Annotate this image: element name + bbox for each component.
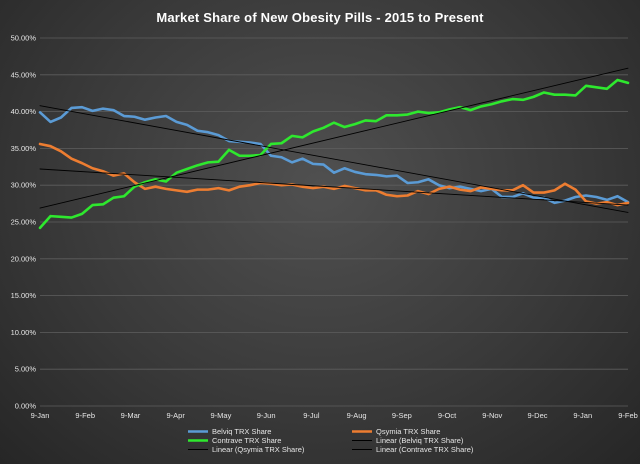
y-tick-label: 30.00%: [11, 181, 37, 190]
series-line-contrave-trx-share: [38, 78, 630, 230]
x-axis-ticks: 9-Jan 9-Feb 9-Mar 9-Apr 9-May 9-Jun 9-Jul 9-Aug…: [31, 411, 638, 420]
x-tick-label: 9-Oct: [438, 411, 457, 420]
y-tick-label: 45.00%: [11, 70, 37, 79]
legend: Belviq TRX Share Qsymia TRX Share Contrave…: [188, 427, 474, 454]
y-tick-label: 40.00%: [11, 107, 37, 116]
x-tick-label: 9-Aug: [347, 411, 367, 420]
x-tick-label: 9-Jan: [31, 411, 50, 420]
x-tick-label: 9-Mar: [121, 411, 141, 420]
x-tick-label: 9-Nov: [482, 411, 502, 420]
series-line-linear-contrave-trx-share: [39, 67, 629, 209]
legend-label: Contrave TRX Share: [212, 436, 281, 445]
chart-title: Market Share of New Obesity Pills - 2015…: [156, 10, 484, 25]
legend-label: Linear (Qsymia TRX Share): [212, 445, 305, 454]
series-line-linear-qsymia-trx-share: [39, 168, 629, 206]
x-tick-label: 9-May: [211, 411, 232, 420]
y-tick-label: 5.00%: [15, 365, 37, 374]
y-tick-label: 0.00%: [15, 402, 37, 411]
plot-area: [38, 67, 630, 230]
y-axis-ticks: 0.00% 5.00% 10.00% 15.00% 20.00% 25.00% 30.00%…: [11, 34, 37, 411]
y-tick-label: 10.00%: [11, 328, 37, 337]
x-tick-label: 9-Jul: [303, 411, 320, 420]
x-tick-label: 9-Sep: [392, 411, 412, 420]
y-tick-label: 25.00%: [11, 218, 37, 227]
series-line-belviq-trx-share: [38, 105, 630, 205]
y-tick-label: 35.00%: [11, 144, 37, 153]
y-tick-label: 50.00%: [11, 34, 37, 43]
x-tick-label: 9-Apr: [167, 411, 186, 420]
y-tick-label: 15.00%: [11, 291, 37, 300]
legend-label: Linear (Contrave TRX Share): [376, 445, 474, 454]
legend-label: Linear (Belviq TRX Share): [376, 436, 464, 445]
x-tick-label: 9-Jan: [573, 411, 592, 420]
legend-label: Qsymia TRX Share: [376, 427, 440, 436]
x-tick-label: 9-Dec: [528, 411, 548, 420]
series-line-linear-belviq-trx-share: [39, 105, 629, 213]
legend-label: Belviq TRX Share: [212, 427, 271, 436]
x-tick-label: 9-Feb: [75, 411, 95, 420]
y-tick-label: 20.00%: [11, 254, 37, 263]
x-tick-label: 9-Feb: [618, 411, 638, 420]
x-tick-label: 9-Jun: [257, 411, 276, 420]
